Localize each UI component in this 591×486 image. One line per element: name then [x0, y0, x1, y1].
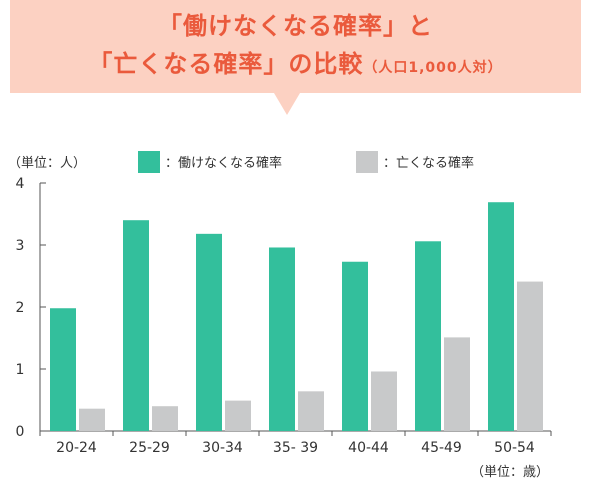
title-line-2-main: 「亡くなる確率」の比較 [88, 50, 364, 78]
bar-work-incapacity [196, 233, 222, 431]
title-banner: 「働けなくなる確率」と 「亡くなる確率」の比較（人口1,000人対） [0, 0, 591, 118]
bar-work-incapacity [342, 261, 368, 431]
x-tick-label: 50-54 [494, 440, 535, 456]
bar-death [79, 408, 105, 431]
bar-work-incapacity [269, 247, 295, 431]
legend-label: ：働けなくなる確率 [165, 155, 282, 171]
bar-work-incapacity [488, 202, 514, 431]
bar-death [152, 406, 178, 431]
title-line-1: 「働けなくなる確率」と [158, 12, 433, 40]
bar-death [225, 400, 251, 431]
bar-work-incapacity [123, 220, 149, 431]
bar-death [517, 281, 543, 431]
x-tick-label: 30-34 [202, 440, 243, 456]
y-tick-label: 0 [16, 424, 25, 440]
axes: 0 1 2 3 4 20-24 25-29 30-34 35- 39 40-44 45-49 50-5… [16, 176, 552, 456]
y-axis-unit-label: （単位：人） [8, 155, 86, 171]
legend-swatch [356, 151, 378, 173]
y-tick-label: 2 [16, 300, 25, 316]
bars [50, 202, 543, 431]
legend: ：働けなくなる確率 ：亡くなる確率 [138, 151, 474, 173]
banner-background [10, 0, 581, 115]
title-line-2-suffix: （人口1,000人対） [363, 60, 503, 76]
x-tick-label: 20-24 [56, 440, 97, 456]
legend-swatch [138, 151, 160, 173]
x-tick-label: 45-49 [421, 440, 462, 456]
x-tick-label: 40-44 [348, 440, 389, 456]
bar-death [298, 391, 324, 431]
bar-work-incapacity [415, 241, 441, 431]
bar-death [371, 371, 397, 431]
y-tick-label: 4 [16, 176, 25, 192]
legend-label: ：亡くなる確率 [383, 155, 474, 171]
bar-work-incapacity [50, 308, 76, 431]
title-line-2: 「亡くなる確率」の比較（人口1,000人対） [0, 44, 591, 79]
x-tick-label: 35- 39 [273, 440, 318, 456]
x-tick-label: 25-29 [129, 440, 170, 456]
x-axis-unit-label: （単位：歳） [471, 464, 549, 480]
bar-death [444, 337, 470, 431]
y-tick-label: 1 [16, 362, 25, 378]
y-tick-label: 3 [16, 238, 25, 254]
